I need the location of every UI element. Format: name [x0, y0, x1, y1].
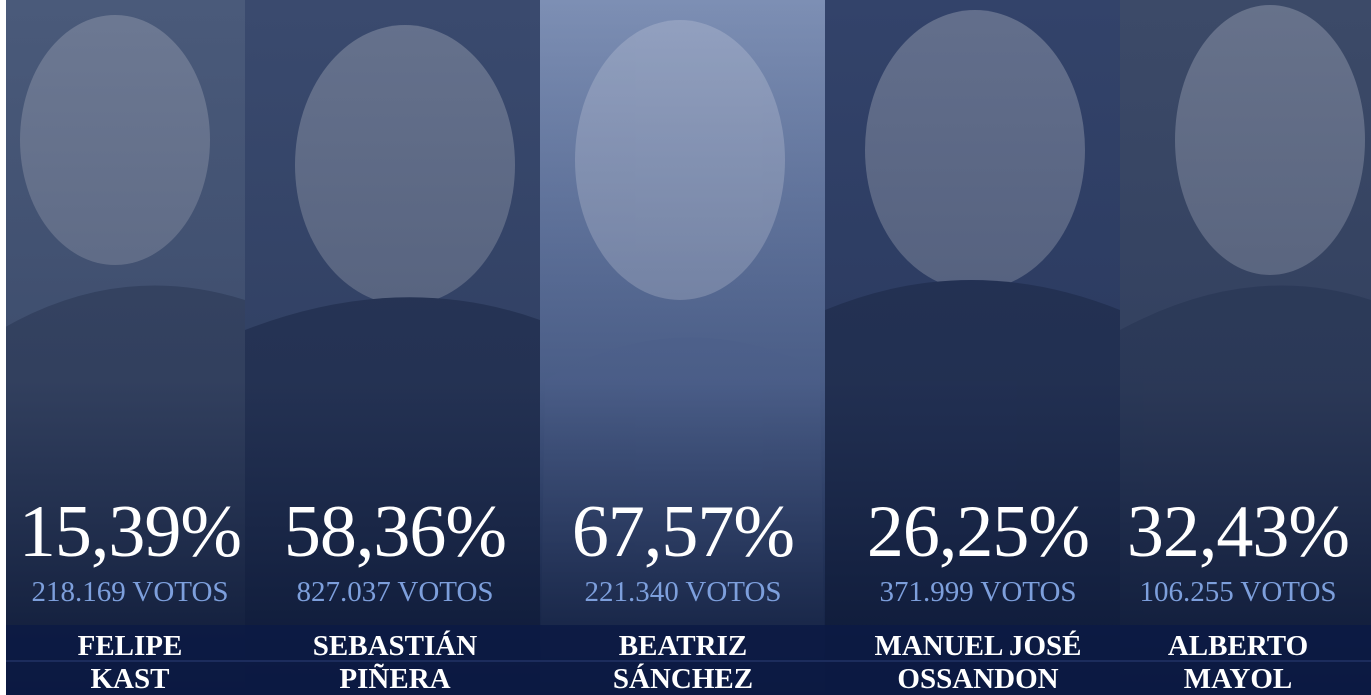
vote-percent: 32,43% [1126, 491, 1350, 573]
first-name: SEBASTIÁN [312, 630, 478, 662]
vote-percent: 67,57% [571, 491, 795, 573]
candidate-column: 67,57% 221.340 VOTOS BEATRIZ SÁNCHEZ [543, 0, 823, 695]
last-name: SÁNCHEZ [612, 663, 754, 695]
last-name: OSSANDON [897, 663, 1059, 695]
first-name: BEATRIZ [618, 630, 748, 662]
vote-count: 827.037 VOTOS [296, 576, 494, 608]
vote-count: 106.255 VOTOS [1139, 576, 1337, 608]
candidate-column: 58,36% 827.037 VOTOS SEBASTIÁN PIÑERA [255, 0, 535, 695]
last-name: PIÑERA [339, 663, 451, 695]
last-name: MAYOL [1183, 663, 1293, 695]
first-name: MANUEL JOSÉ [874, 630, 1082, 662]
candidate-column: 32,43% 106.255 VOTOS ALBERTO MAYOL [1098, 0, 1371, 695]
vote-percent: 15,39% [18, 491, 242, 573]
last-name: KAST [90, 663, 170, 695]
candidate-column: 26,25% 371.999 VOTOS MANUEL JOSÉ OSSANDON [838, 0, 1118, 695]
first-name: ALBERTO [1167, 630, 1309, 662]
candidate-column: 15,39% 218.169 VOTOS FELIPE KAST [0, 0, 270, 695]
vote-count: 218.169 VOTOS [31, 576, 229, 608]
vote-percent: 26,25% [866, 491, 1090, 573]
vote-percent: 58,36% [283, 491, 507, 573]
first-name: FELIPE [77, 630, 183, 662]
vote-count: 371.999 VOTOS [879, 576, 1077, 608]
vote-count: 221.340 VOTOS [584, 576, 782, 608]
